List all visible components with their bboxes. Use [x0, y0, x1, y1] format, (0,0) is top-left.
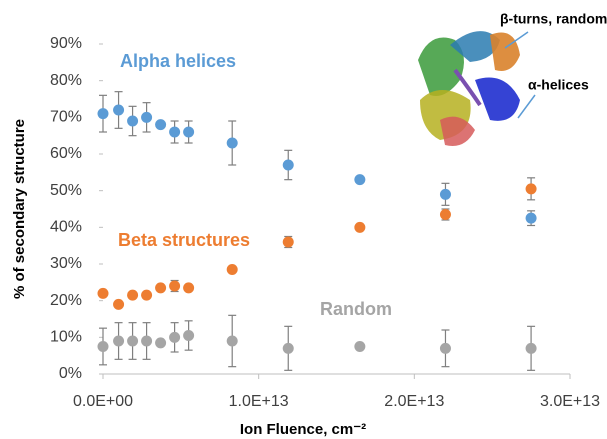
y-tick-label: 10%	[50, 329, 82, 346]
point	[183, 330, 194, 341]
point	[227, 336, 238, 347]
point	[141, 336, 152, 347]
point	[283, 343, 294, 354]
point	[141, 112, 152, 123]
point	[98, 108, 109, 119]
y-tick-label: 30%	[50, 255, 82, 272]
x-tick-label: 3.0E+13	[540, 393, 600, 410]
point	[169, 332, 180, 343]
point	[354, 341, 365, 352]
point	[113, 299, 124, 310]
y-tick-label: 40%	[50, 219, 82, 236]
point	[283, 160, 294, 171]
point	[113, 105, 124, 116]
annotation-arrow	[518, 95, 535, 118]
x-tick-label: 2.0E+13	[384, 393, 444, 410]
point	[183, 282, 194, 293]
x-tick-label: 1.0E+13	[229, 393, 289, 410]
point	[169, 281, 180, 292]
point	[169, 127, 180, 138]
annotation: β-turns, random	[500, 11, 607, 27]
point	[227, 138, 238, 149]
series-label: Random	[320, 299, 392, 319]
point	[227, 264, 238, 275]
point	[526, 183, 537, 194]
point	[127, 116, 138, 127]
series-label: Beta structures	[118, 230, 250, 250]
y-tick-label: 70%	[50, 109, 82, 126]
x-tick-label: 0.0E+00	[73, 393, 133, 410]
x-axis-label: Ion Fluence, cm⁻²	[240, 421, 366, 438]
point	[141, 290, 152, 301]
point	[354, 222, 365, 233]
series-label: Alpha helices	[120, 51, 236, 71]
point	[526, 343, 537, 354]
point	[113, 336, 124, 347]
y-tick-label: 50%	[50, 182, 82, 199]
y-tick-label: 20%	[50, 292, 82, 309]
chart: Ion Fluence, cm⁻² % of secondary structu…	[0, 0, 607, 439]
point	[283, 237, 294, 248]
y-tick-label: 80%	[50, 72, 82, 89]
point	[440, 343, 451, 354]
point	[127, 336, 138, 347]
point	[526, 213, 537, 224]
point	[155, 119, 166, 130]
point	[155, 282, 166, 293]
point	[98, 341, 109, 352]
point	[354, 174, 365, 185]
y-tick-label: 60%	[50, 145, 82, 162]
point	[183, 127, 194, 138]
point	[98, 288, 109, 299]
point	[440, 209, 451, 220]
annotation: α-helices	[528, 77, 589, 93]
point	[127, 290, 138, 301]
y-tick-label: 90%	[50, 35, 82, 52]
y-axis-label: % of secondary structure	[11, 119, 28, 299]
point	[155, 337, 166, 348]
y-tick-label: 0%	[59, 365, 82, 382]
protein-image	[418, 31, 520, 146]
point	[440, 189, 451, 200]
